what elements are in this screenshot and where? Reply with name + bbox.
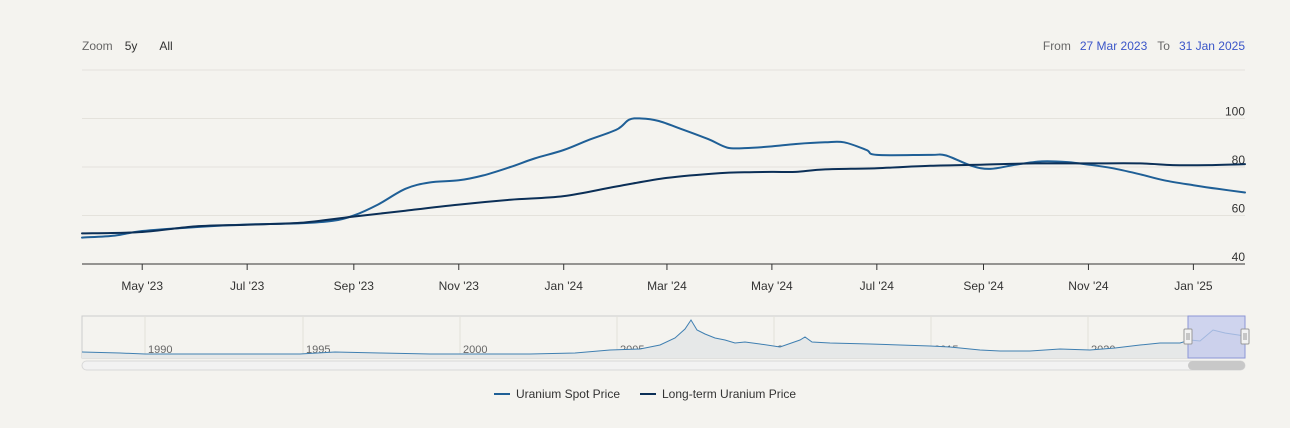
legend-item-spot[interactable]: Uranium Spot Price xyxy=(493,387,620,401)
series-line-spot[interactable] xyxy=(81,117,1246,239)
series-lines xyxy=(81,117,1246,239)
from-date-input[interactable]: 27 Mar 2023 xyxy=(1079,39,1148,53)
scrollbar-thumb[interactable] xyxy=(1188,361,1245,370)
navigator-year-label: 2000 xyxy=(463,344,487,356)
x-tick-label: Sep '23 xyxy=(334,279,375,293)
navigator-series-line xyxy=(81,319,1246,355)
navigator-handle-left[interactable] xyxy=(1183,328,1193,345)
y-tick-label: 60 xyxy=(1232,202,1246,216)
y-tick-label: 40 xyxy=(1232,250,1246,264)
legend-symbol-longterm xyxy=(640,393,656,395)
zoom-5y-button[interactable]: 5y xyxy=(124,39,138,53)
zoom-all-button[interactable]: All xyxy=(159,39,173,53)
navigator-handle-right[interactable] xyxy=(1240,328,1250,345)
zoom-label: Zoom xyxy=(82,39,113,53)
legend: Uranium Spot Price Long-term Uranium Pri… xyxy=(0,387,1290,401)
legend-item-longterm[interactable]: Long-term Uranium Price xyxy=(640,387,796,401)
to-label: To xyxy=(1157,39,1170,53)
navigator-year-label: 1990 xyxy=(148,344,172,356)
navigator-area xyxy=(82,320,1245,358)
x-tick-label: Nov '24 xyxy=(1068,279,1109,293)
legend-label-spot: Uranium Spot Price xyxy=(515,387,620,401)
x-tick-label: Jul '23 xyxy=(230,279,265,293)
legend-symbol-spot xyxy=(493,393,510,395)
y-tick-label: 100 xyxy=(1225,105,1245,119)
grid-lines xyxy=(82,69,1245,265)
to-date-input[interactable]: 31 Jan 2025 xyxy=(1178,39,1245,53)
scrollbar-track[interactable] xyxy=(81,360,1246,371)
from-label: From xyxy=(1042,39,1071,53)
x-tick-label: Sep '24 xyxy=(963,279,1004,293)
legend-label-longterm: Long-term Uranium Price xyxy=(662,387,797,401)
x-tick-label: Jan '24 xyxy=(545,279,584,293)
x-axis: May '23 Jul '23 Sep '23 Nov '23 Jan '24 Mar '… xyxy=(121,264,1213,293)
series-line-longterm[interactable] xyxy=(81,162,1246,235)
x-tick-label: Jul '24 xyxy=(860,279,895,293)
x-tick-label: Mar '24 xyxy=(647,279,687,293)
zoom-bar: Zoom 5y All xyxy=(82,39,195,53)
x-tick-label: May '23 xyxy=(121,279,163,293)
x-tick-label: Jan '25 xyxy=(1174,279,1213,293)
navigator[interactable]: 1990199520002005201020152020 xyxy=(81,315,1250,371)
navigator-selected-range[interactable] xyxy=(1187,315,1246,359)
date-range-selector: From 27 Mar 2023 To 31 Jan 2025 xyxy=(1043,39,1245,53)
x-tick-label: May '24 xyxy=(751,279,793,293)
x-tick-label: Nov '23 xyxy=(439,279,480,293)
